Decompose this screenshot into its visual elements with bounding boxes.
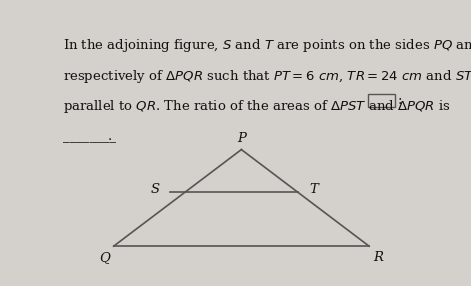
Text: P: P [237,132,246,145]
Text: parallel to $QR$. The ratio of the areas of $\Delta PST$ and $\Delta PQR$ is: parallel to $QR$. The ratio of the areas… [63,98,450,115]
Text: Q: Q [99,251,110,264]
Text: T: T [309,183,318,196]
Text: :: : [398,94,403,108]
FancyBboxPatch shape [368,94,395,108]
Text: R: R [374,251,383,264]
Text: .: . [108,130,113,143]
Text: S: S [150,183,159,196]
Text: ________: ________ [63,130,115,143]
Text: In the adjoining figure, $S$ and $T$ are points on the sides $PQ$ and $PR$: In the adjoining figure, $S$ and $T$ are… [63,37,471,54]
Text: respectively of $\Delta PQR$ such that $PT = 6$ $cm$, $TR = 24$ $cm$ and $ST$ is: respectively of $\Delta PQR$ such that $… [63,67,471,85]
